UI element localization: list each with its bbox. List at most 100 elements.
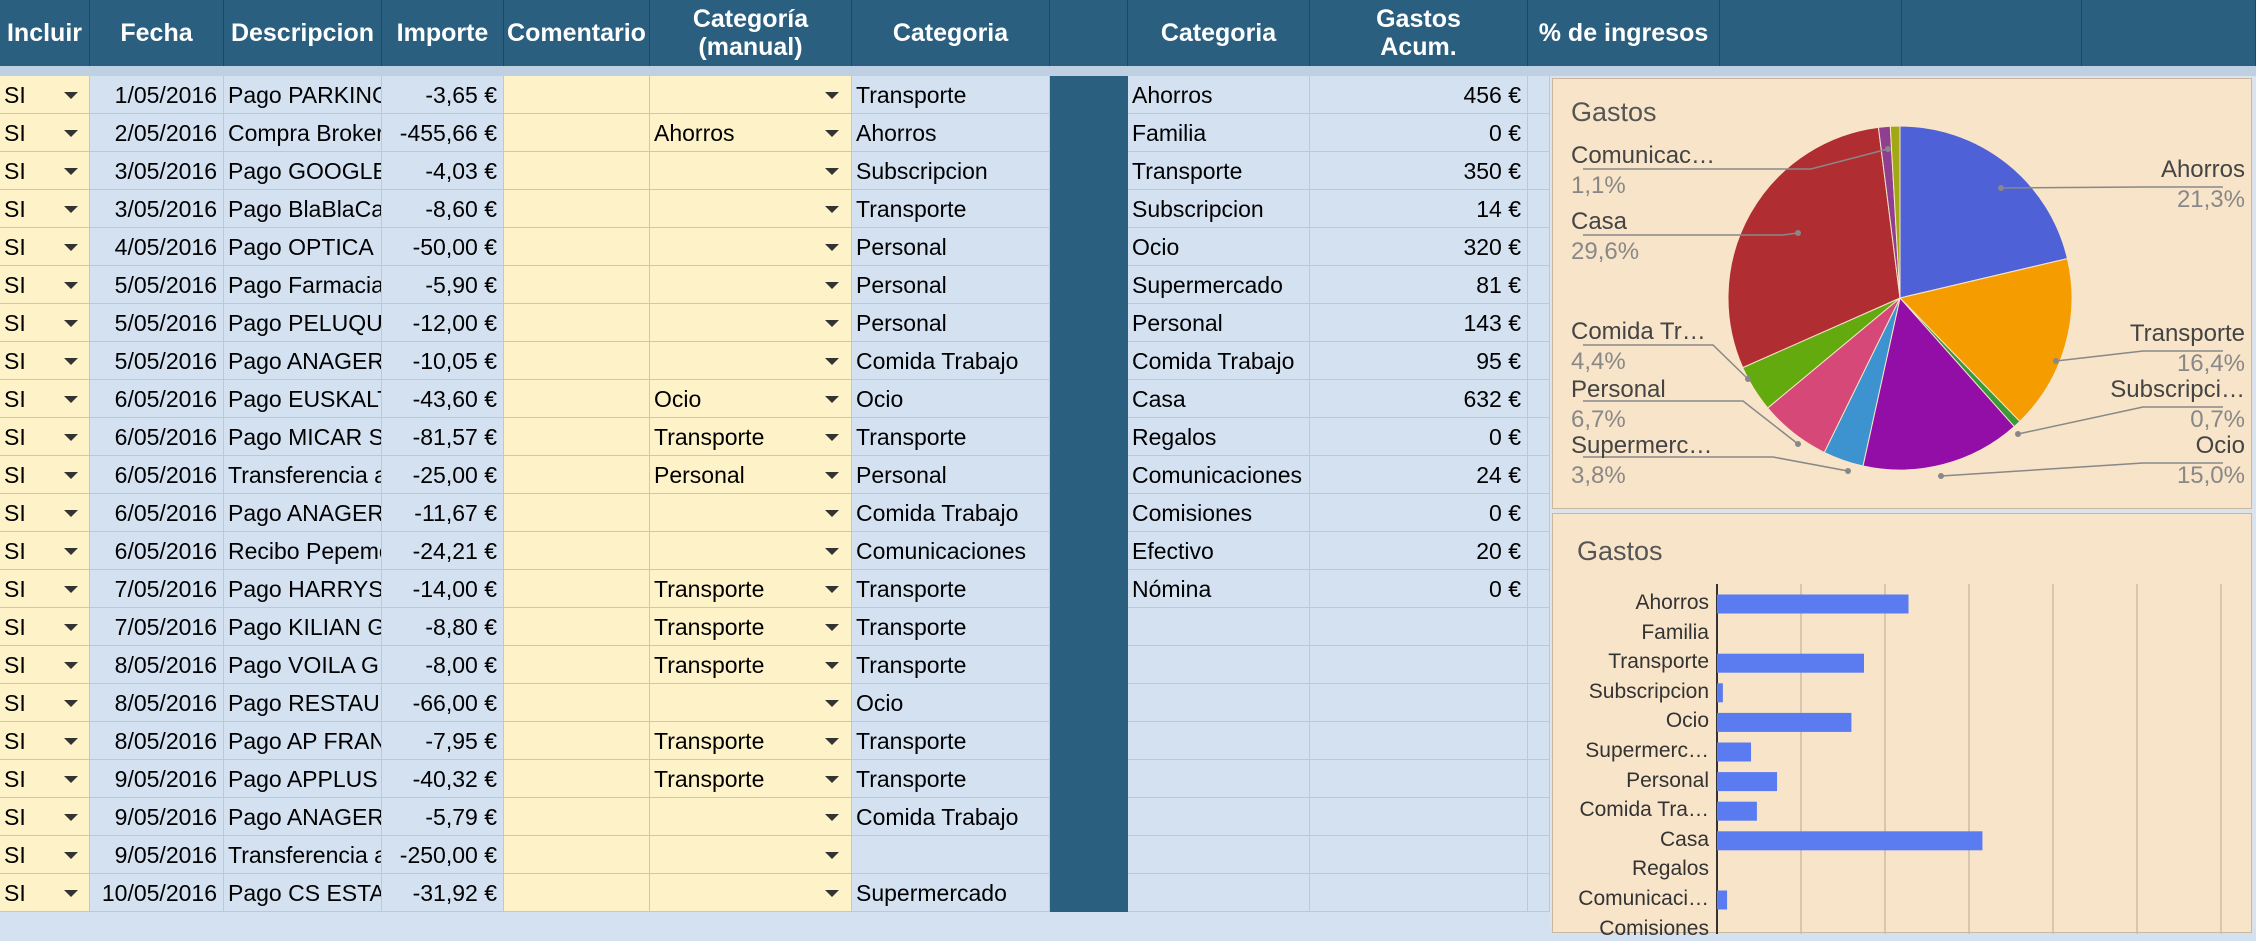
importe-cell[interactable]: -8,00 € bbox=[382, 646, 504, 684]
comentario-cell[interactable] bbox=[504, 722, 650, 760]
comentario-cell[interactable] bbox=[504, 380, 650, 418]
dropdown-arrow-icon[interactable] bbox=[825, 662, 839, 669]
comentario-cell[interactable] bbox=[504, 304, 650, 342]
table-cell[interactable] bbox=[1528, 456, 1550, 494]
categoria-cell[interactable]: Comida Trabajo bbox=[852, 342, 1050, 380]
categoria-cell[interactable]: Ocio bbox=[852, 684, 1050, 722]
dropdown-arrow-icon[interactable] bbox=[64, 206, 78, 213]
fecha-cell[interactable]: 8/05/2016 bbox=[90, 684, 224, 722]
incluir-cell[interactable]: SI bbox=[0, 380, 90, 418]
summary-categoria-cell[interactable]: Comida Trabajo bbox=[1128, 342, 1310, 380]
summary-gastos-cell[interactable] bbox=[1310, 684, 1528, 722]
fecha-cell[interactable]: 7/05/2016 bbox=[90, 570, 224, 608]
table-cell[interactable] bbox=[1528, 760, 1550, 798]
categoria-manual-cell[interactable] bbox=[650, 874, 852, 912]
header-categoria-summary[interactable]: Categoria bbox=[1128, 0, 1310, 66]
descripcion-cell[interactable]: Pago MICAR S bbox=[224, 418, 382, 456]
categoria-cell[interactable]: Transporte bbox=[852, 570, 1050, 608]
descripcion-cell[interactable]: Pago APPLUS bbox=[224, 760, 382, 798]
pie-slice-7[interactable] bbox=[1727, 126, 1901, 369]
summary-gastos-cell[interactable]: 632 € bbox=[1310, 380, 1528, 418]
dropdown-arrow-icon[interactable] bbox=[64, 814, 78, 821]
summary-gastos-cell[interactable]: 0 € bbox=[1310, 494, 1528, 532]
dropdown-arrow-icon[interactable] bbox=[825, 624, 839, 631]
header-empty-3[interactable] bbox=[1902, 0, 2082, 66]
comentario-cell[interactable] bbox=[504, 874, 650, 912]
summary-gastos-cell[interactable]: 350 € bbox=[1310, 152, 1528, 190]
comentario-cell[interactable] bbox=[504, 456, 650, 494]
descripcion-cell[interactable]: Pago CS ESTACION bbox=[224, 874, 382, 912]
descripcion-cell[interactable]: Pago HARRYS bbox=[224, 570, 382, 608]
fecha-cell[interactable]: 7/05/2016 bbox=[90, 608, 224, 646]
comentario-cell[interactable] bbox=[504, 760, 650, 798]
summary-gastos-cell[interactable]: 0 € bbox=[1310, 418, 1528, 456]
descripcion-cell[interactable]: Pago PARKING bbox=[224, 76, 382, 114]
header-pct-ingresos[interactable]: % de ingresos bbox=[1528, 0, 1720, 66]
comentario-cell[interactable] bbox=[504, 836, 650, 874]
fecha-cell[interactable]: 2/05/2016 bbox=[90, 114, 224, 152]
summary-categoria-cell[interactable]: Regalos bbox=[1128, 418, 1310, 456]
dropdown-arrow-icon[interactable] bbox=[64, 358, 78, 365]
summary-categoria-cell[interactable] bbox=[1128, 608, 1310, 646]
importe-cell[interactable]: -3,65 € bbox=[382, 76, 504, 114]
importe-cell[interactable]: -25,00 € bbox=[382, 456, 504, 494]
importe-cell[interactable]: -8,60 € bbox=[382, 190, 504, 228]
fecha-cell[interactable]: 5/05/2016 bbox=[90, 304, 224, 342]
header-incluir[interactable]: Incluir bbox=[0, 0, 90, 66]
fecha-cell[interactable]: 9/05/2016 bbox=[90, 798, 224, 836]
dropdown-arrow-icon[interactable] bbox=[64, 738, 78, 745]
comentario-cell[interactable] bbox=[504, 798, 650, 836]
dropdown-arrow-icon[interactable] bbox=[825, 320, 839, 327]
importe-cell[interactable]: -14,00 € bbox=[382, 570, 504, 608]
bar-0[interactable] bbox=[1717, 594, 1909, 614]
dropdown-arrow-icon[interactable] bbox=[64, 776, 78, 783]
categoria-cell[interactable]: Personal bbox=[852, 456, 1050, 494]
categoria-manual-cell[interactable] bbox=[650, 76, 852, 114]
summary-categoria-cell[interactable]: Personal bbox=[1128, 304, 1310, 342]
summary-gastos-cell[interactable] bbox=[1310, 608, 1528, 646]
incluir-cell[interactable]: SI bbox=[0, 874, 90, 912]
dropdown-arrow-icon[interactable] bbox=[825, 396, 839, 403]
bar-3[interactable] bbox=[1717, 683, 1723, 703]
dropdown-arrow-icon[interactable] bbox=[825, 738, 839, 745]
fecha-cell[interactable]: 10/05/2016 bbox=[90, 874, 224, 912]
comentario-cell[interactable] bbox=[504, 152, 650, 190]
descripcion-cell[interactable]: Recibo Pepemobile bbox=[224, 532, 382, 570]
categoria-manual-cell[interactable] bbox=[650, 494, 852, 532]
summary-categoria-cell[interactable] bbox=[1128, 798, 1310, 836]
descripcion-cell[interactable]: Compra Broker bbox=[224, 114, 382, 152]
table-cell[interactable] bbox=[1528, 380, 1550, 418]
dropdown-arrow-icon[interactable] bbox=[825, 358, 839, 365]
categoria-manual-cell[interactable] bbox=[650, 304, 852, 342]
dropdown-arrow-icon[interactable] bbox=[825, 814, 839, 821]
bar-7[interactable] bbox=[1717, 801, 1757, 821]
categoria-manual-cell[interactable] bbox=[650, 266, 852, 304]
dropdown-arrow-icon[interactable] bbox=[64, 472, 78, 479]
summary-gastos-cell[interactable]: 20 € bbox=[1310, 532, 1528, 570]
dropdown-arrow-icon[interactable] bbox=[825, 852, 839, 859]
categoria-manual-cell[interactable] bbox=[650, 152, 852, 190]
incluir-cell[interactable]: SI bbox=[0, 456, 90, 494]
dropdown-arrow-icon[interactable] bbox=[64, 624, 78, 631]
table-cell[interactable] bbox=[1528, 798, 1550, 836]
summary-categoria-cell[interactable]: Subscripcion bbox=[1128, 190, 1310, 228]
incluir-cell[interactable]: SI bbox=[0, 608, 90, 646]
summary-categoria-cell[interactable]: Familia bbox=[1128, 114, 1310, 152]
fecha-cell[interactable]: 6/05/2016 bbox=[90, 494, 224, 532]
fecha-cell[interactable]: 6/05/2016 bbox=[90, 380, 224, 418]
categoria-cell[interactable]: Transporte bbox=[852, 722, 1050, 760]
categoria-manual-cell[interactable]: Transporte bbox=[650, 418, 852, 456]
dropdown-arrow-icon[interactable] bbox=[64, 396, 78, 403]
importe-cell[interactable]: -8,80 € bbox=[382, 608, 504, 646]
comentario-cell[interactable] bbox=[504, 228, 650, 266]
dropdown-arrow-icon[interactable] bbox=[825, 700, 839, 707]
summary-gastos-cell[interactable]: 24 € bbox=[1310, 456, 1528, 494]
summary-gastos-cell[interactable] bbox=[1310, 646, 1528, 684]
importe-cell[interactable]: -5,79 € bbox=[382, 798, 504, 836]
importe-cell[interactable]: -40,32 € bbox=[382, 760, 504, 798]
dropdown-arrow-icon[interactable] bbox=[825, 168, 839, 175]
importe-cell[interactable]: -11,67 € bbox=[382, 494, 504, 532]
dropdown-arrow-icon[interactable] bbox=[64, 168, 78, 175]
descripcion-cell[interactable]: Pago KILIAN G bbox=[224, 608, 382, 646]
table-cell[interactable] bbox=[1528, 836, 1550, 874]
